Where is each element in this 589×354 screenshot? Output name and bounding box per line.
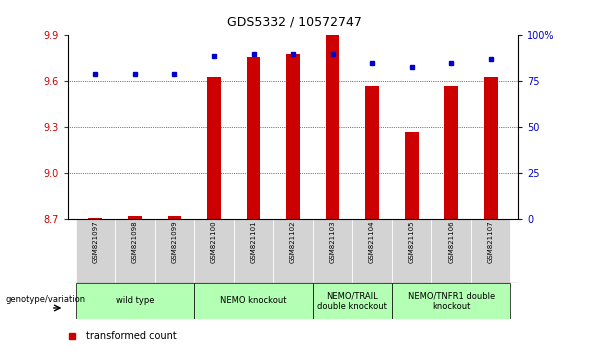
Bar — [405, 132, 419, 219]
Bar — [392, 219, 431, 283]
Text: GSM821104: GSM821104 — [369, 221, 375, 263]
Text: GSM821102: GSM821102 — [290, 221, 296, 263]
Text: GDS5332 / 10572747: GDS5332 / 10572747 — [227, 16, 362, 29]
Bar — [75, 219, 115, 283]
Bar — [484, 77, 498, 219]
Bar — [167, 216, 181, 219]
Bar — [115, 219, 155, 283]
Bar — [365, 86, 379, 219]
Bar — [155, 219, 194, 283]
Bar — [128, 216, 142, 219]
Bar — [194, 219, 234, 283]
Text: NEMO knockout: NEMO knockout — [220, 296, 287, 306]
Text: genotype/variation: genotype/variation — [6, 295, 86, 304]
Bar — [326, 35, 339, 219]
Text: GSM821097: GSM821097 — [92, 221, 98, 263]
Text: NEMO/TNFR1 double
knockout: NEMO/TNFR1 double knockout — [408, 291, 495, 310]
Bar — [273, 219, 313, 283]
Text: GSM821107: GSM821107 — [488, 221, 494, 263]
Bar — [471, 219, 511, 283]
Bar — [352, 219, 392, 283]
Bar — [75, 283, 194, 319]
Text: NEMO/TRAIL
double knockout: NEMO/TRAIL double knockout — [317, 291, 387, 310]
Text: GSM821100: GSM821100 — [211, 221, 217, 263]
Text: GSM821106: GSM821106 — [448, 221, 454, 263]
Bar — [194, 283, 313, 319]
Bar — [247, 57, 260, 219]
Bar — [431, 219, 471, 283]
Bar — [88, 218, 102, 219]
Text: transformed count: transformed count — [86, 331, 177, 341]
Text: wild type: wild type — [115, 296, 154, 306]
Bar — [392, 283, 511, 319]
Bar — [207, 77, 221, 219]
Text: GSM821098: GSM821098 — [132, 221, 138, 263]
Bar — [444, 86, 458, 219]
Bar — [286, 54, 300, 219]
Bar — [313, 283, 392, 319]
Bar — [234, 219, 273, 283]
Text: GSM821099: GSM821099 — [171, 221, 177, 263]
Bar — [313, 219, 352, 283]
Text: GSM821105: GSM821105 — [409, 221, 415, 263]
Text: GSM821103: GSM821103 — [330, 221, 336, 263]
Text: GSM821101: GSM821101 — [250, 221, 256, 263]
